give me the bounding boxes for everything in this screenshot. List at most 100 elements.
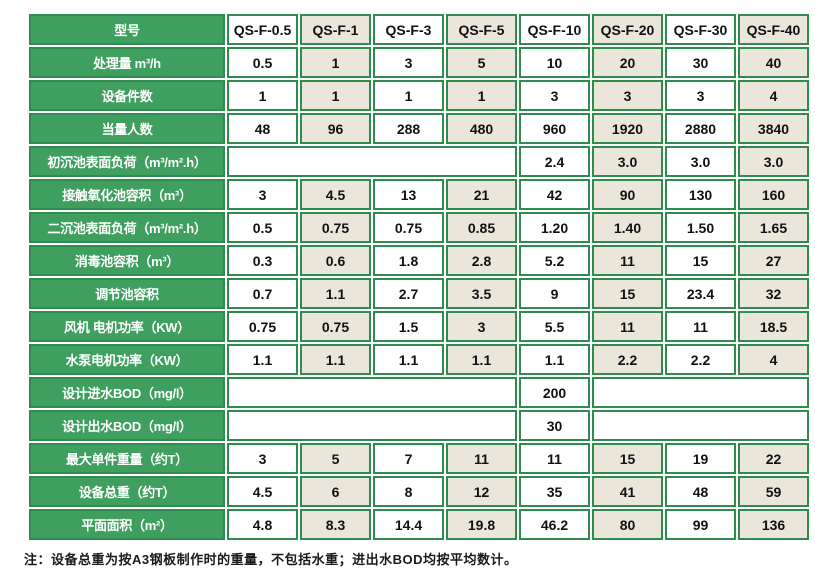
value-cell: 40 xyxy=(738,47,809,78)
row-label: 调节池容积 xyxy=(29,278,225,309)
table-head: 型号 QS-F-0.5 QS-F-1 QS-F-3 QS-F-5 QS-F-10 QS-F-… xyxy=(29,14,809,45)
value-cell: 19.8 xyxy=(446,509,517,540)
value-cell: 2.4 xyxy=(519,146,590,177)
value-cell: 200 xyxy=(519,377,590,408)
value-cell: 15 xyxy=(592,443,663,474)
value-cell: 48 xyxy=(665,476,736,507)
table-row: 二沉池表面负荷（m³/m².h） 0.5 0.75 0.75 0.85 1.20 1.40 1… xyxy=(29,212,809,243)
row-label: 当量人数 xyxy=(29,113,225,144)
value-cell: 3 xyxy=(592,80,663,111)
value-cell: 12 xyxy=(446,476,517,507)
value-cell: 4.8 xyxy=(227,509,298,540)
value-cell: 0.5 xyxy=(227,212,298,243)
value-cell: 1.40 xyxy=(592,212,663,243)
empty-cell xyxy=(227,410,517,441)
table-row: 设计出水BOD（mg/l） 30 xyxy=(29,410,809,441)
value-cell: 6 xyxy=(300,476,371,507)
table-row: 平面面积（m²） 4.8 8.3 14.4 19.8 46.2 80 99 136 xyxy=(29,509,809,540)
table-row: 水泵电机功率（KW） 1.1 1.1 1.1 1.1 1.1 2.2 2.2 4 xyxy=(29,344,809,375)
value-cell: 11 xyxy=(446,443,517,474)
value-cell: 2880 xyxy=(665,113,736,144)
row-label: 水泵电机功率（KW） xyxy=(29,344,225,375)
value-cell: 3.0 xyxy=(665,146,736,177)
value-cell: 5 xyxy=(446,47,517,78)
row-label: 风机 电机功率（KW） xyxy=(29,311,225,342)
table-row: 最大单件重量（约T） 3 5 7 11 11 15 19 22 xyxy=(29,443,809,474)
value-cell: 1.1 xyxy=(300,344,371,375)
value-cell: 90 xyxy=(592,179,663,210)
value-cell: 0.5 xyxy=(227,47,298,78)
value-cell: 9 xyxy=(519,278,590,309)
value-cell: 0.3 xyxy=(227,245,298,276)
value-cell: 1.1 xyxy=(373,344,444,375)
row-label: 初沉池表面负荷（m³/m².h） xyxy=(29,146,225,177)
value-cell: 35 xyxy=(519,476,590,507)
value-cell: 3.0 xyxy=(738,146,809,177)
value-cell: 48 xyxy=(227,113,298,144)
model-label-cell: 型号 xyxy=(29,14,225,45)
value-cell: 1.1 xyxy=(300,278,371,309)
value-cell: 22 xyxy=(738,443,809,474)
value-cell: 27 xyxy=(738,245,809,276)
model-header-cell: QS-F-3 xyxy=(373,14,444,45)
value-cell: 2.2 xyxy=(592,344,663,375)
value-cell: 46.2 xyxy=(519,509,590,540)
value-cell: 59 xyxy=(738,476,809,507)
value-cell: 1 xyxy=(373,80,444,111)
value-cell: 3.0 xyxy=(592,146,663,177)
value-cell: 4.5 xyxy=(227,476,298,507)
footnote: 注：设备总重为按A3钢板制作时的重量，不包括水重；进出水BOD均按平均数计。 xyxy=(24,552,518,567)
value-cell: 960 xyxy=(519,113,590,144)
table-row: 初沉池表面负荷（m³/m².h） 2.4 3.0 3.0 3.0 xyxy=(29,146,809,177)
value-cell: 1.1 xyxy=(446,344,517,375)
table-body: 处理量 m³/h 0.5 1 3 5 10 20 30 40 设备件数 1 1 1 1 3 3 3 4 当量人数 48… xyxy=(29,47,809,540)
value-cell: 1.1 xyxy=(519,344,590,375)
value-cell: 7 xyxy=(373,443,444,474)
value-cell: 160 xyxy=(738,179,809,210)
value-cell: 30 xyxy=(665,47,736,78)
value-cell: 1.50 xyxy=(665,212,736,243)
value-cell: 15 xyxy=(592,278,663,309)
value-cell: 18.5 xyxy=(738,311,809,342)
value-cell: 42 xyxy=(519,179,590,210)
value-cell: 11 xyxy=(519,443,590,474)
value-cell: 0.85 xyxy=(446,212,517,243)
value-cell: 11 xyxy=(665,311,736,342)
table-row: 消毒池容积（m³） 0.3 0.6 1.8 2.8 5.2 11 15 27 xyxy=(29,245,809,276)
model-header-cell: QS-F-30 xyxy=(665,14,736,45)
value-cell: 1920 xyxy=(592,113,663,144)
row-label: 设备件数 xyxy=(29,80,225,111)
row-label: 设计进水BOD（mg/l） xyxy=(29,377,225,408)
row-label: 接触氧化池容积（m³） xyxy=(29,179,225,210)
empty-cell xyxy=(592,377,809,408)
value-cell: 0.75 xyxy=(373,212,444,243)
value-cell: 5.5 xyxy=(519,311,590,342)
value-cell: 3 xyxy=(446,311,517,342)
value-cell: 11 xyxy=(592,245,663,276)
value-cell: 2.8 xyxy=(446,245,517,276)
table-row: 设计进水BOD（mg/l） 200 xyxy=(29,377,809,408)
header-row: 型号 QS-F-0.5 QS-F-1 QS-F-3 QS-F-5 QS-F-10 QS-F-… xyxy=(29,14,809,45)
empty-cell xyxy=(227,146,517,177)
value-cell: 20 xyxy=(592,47,663,78)
value-cell: 288 xyxy=(373,113,444,144)
value-cell: 14.4 xyxy=(373,509,444,540)
value-cell: 1.5 xyxy=(373,311,444,342)
value-cell: 19 xyxy=(665,443,736,474)
value-cell: 4 xyxy=(738,344,809,375)
value-cell: 1.1 xyxy=(227,344,298,375)
value-cell: 1 xyxy=(300,80,371,111)
value-cell: 2.7 xyxy=(373,278,444,309)
value-cell: 0.7 xyxy=(227,278,298,309)
value-cell: 2.2 xyxy=(665,344,736,375)
table-row: 当量人数 48 96 288 480 960 1920 2880 3840 xyxy=(29,113,809,144)
row-label: 设计出水BOD（mg/l） xyxy=(29,410,225,441)
value-cell: 1.20 xyxy=(519,212,590,243)
value-cell: 3 xyxy=(227,179,298,210)
table-row: 接触氧化池容积（m³） 3 4.5 13 21 42 90 130 160 xyxy=(29,179,809,210)
value-cell: 32 xyxy=(738,278,809,309)
model-header-cell: QS-F-10 xyxy=(519,14,590,45)
row-label: 消毒池容积（m³） xyxy=(29,245,225,276)
value-cell: 3 xyxy=(519,80,590,111)
